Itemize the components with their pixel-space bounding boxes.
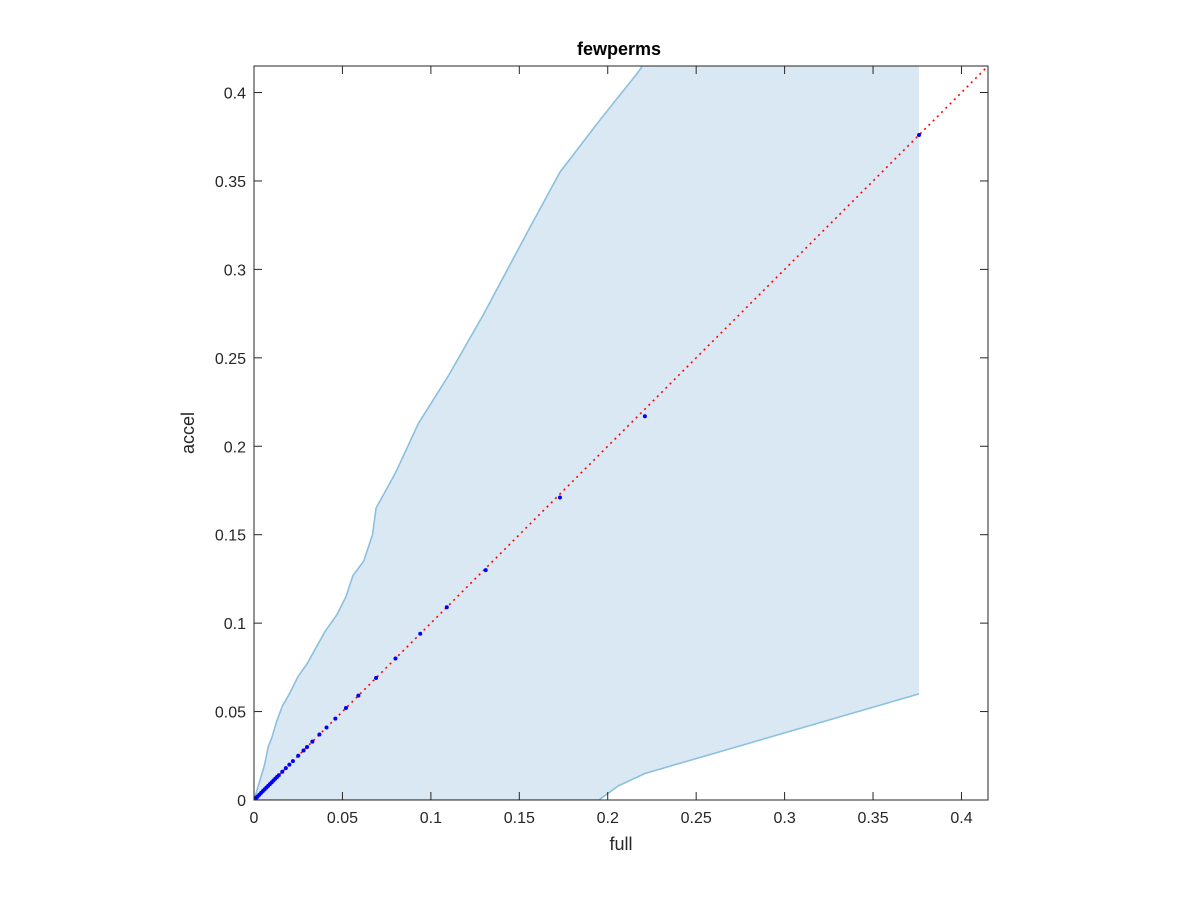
data-point [301,748,306,753]
y-tick-label: 0.1 [224,616,246,633]
plot-area [254,66,988,800]
data-point [324,725,329,730]
x-tick-label: 0 [250,810,259,827]
data-point [276,773,281,778]
x-axis-ticks: 0 0.05 0.1 0.15 0.2 0.25 0.3 0.35 0.4 [250,66,973,827]
data-point [290,759,295,764]
y-tick-label: 0.25 [215,351,246,368]
x-tick-label: 0.35 [857,810,888,827]
y-tick-label: 0.15 [215,528,246,545]
x-tick-label: 0.25 [681,810,712,827]
identity-line [254,66,988,800]
data-point [305,744,310,749]
data-point [393,656,398,661]
data-point [356,693,361,698]
x-tick-label: 0.3 [773,810,795,827]
y-tick-label: 0.2 [224,439,246,456]
data-point [310,739,315,744]
scatter-points [254,132,922,800]
y-axis-ticks: 0 0.05 0.1 0.15 0.2 0.25 0.3 0.35 0.4 [215,86,988,810]
data-point [296,753,301,758]
data-point [483,568,488,573]
x-tick-label: 0.2 [597,810,619,827]
data-point [444,605,449,610]
data-point [287,762,292,767]
x-tick-label: 0.05 [327,810,358,827]
confidence-band-upper-edge [254,66,643,800]
y-tick-label: 0.3 [224,262,246,279]
y-tick-label: 0.4 [224,86,246,103]
confidence-band-fill [254,66,920,800]
data-point [557,495,562,500]
x-axis-label: full [609,834,632,854]
y-tick-label: 0.05 [215,705,246,722]
y-tick-label: 0.35 [215,174,246,191]
data-point [280,769,285,774]
data-point [343,706,348,711]
x-tick-label: 0.4 [950,810,972,827]
data-point [418,631,423,636]
data-point [317,732,322,737]
data-point [374,675,379,680]
data-point [642,414,647,419]
confidence-band-lower-edge [254,693,920,800]
data-point [283,766,288,771]
y-axis-label: accel [178,412,198,454]
data-point [917,132,922,137]
y-tick-label: 0 [237,793,246,810]
x-tick-label: 0.1 [420,810,442,827]
x-tick-label: 0.15 [504,810,535,827]
chart-title: fewperms [577,39,661,59]
data-point [333,716,338,721]
axes-box [253,65,989,801]
